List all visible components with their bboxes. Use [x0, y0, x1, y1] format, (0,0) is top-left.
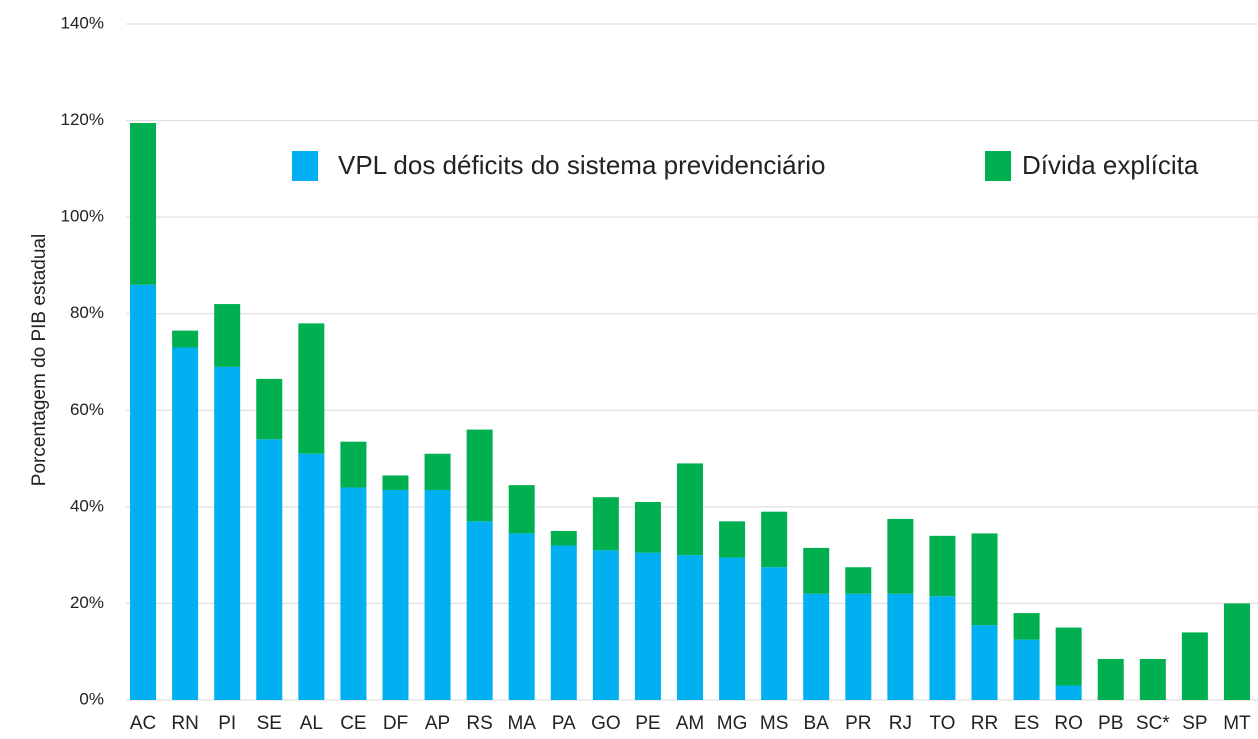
bar-segment: [845, 567, 872, 594]
bar-segment: [719, 557, 746, 700]
y-tick-label: 100%: [61, 207, 104, 226]
y-tick-label: 20%: [70, 593, 104, 612]
bar-segment: [550, 531, 577, 546]
bar-segment: [761, 567, 788, 700]
bar-segment: [887, 518, 914, 594]
y-tick-label: 120%: [61, 110, 104, 129]
x-tick-label: MS: [760, 713, 789, 734]
bar-segment: [634, 502, 661, 553]
bar-segment: [677, 555, 703, 700]
y-tick-label: 40%: [70, 496, 104, 515]
bar-segment: [592, 550, 619, 700]
bar-segment: [677, 463, 703, 556]
bar-segment: [1139, 658, 1166, 700]
bar-segment: [298, 453, 325, 700]
x-tick-label: BA: [804, 713, 830, 734]
x-tick-label: MT: [1223, 713, 1251, 734]
y-tick-label: 80%: [70, 303, 104, 322]
x-tick-label: TO: [929, 713, 955, 734]
bar-segment: [508, 485, 535, 534]
bar-segment: [214, 304, 241, 367]
bar-segment: [424, 453, 451, 490]
bar-segment: [592, 497, 619, 551]
x-tick-label: MG: [717, 713, 748, 734]
bar-segment: [382, 489, 409, 700]
bar-segment: [1013, 613, 1040, 640]
x-tick-label: RO: [1054, 713, 1083, 734]
bar-segment: [634, 552, 661, 700]
bar-segment: [845, 593, 872, 700]
x-tick-label: PA: [552, 713, 576, 734]
x-tick-label: PI: [218, 713, 236, 734]
legend-swatch: [985, 151, 1011, 181]
bar-segment: [130, 284, 157, 700]
x-tick-label: CE: [340, 713, 366, 734]
bar-segment: [929, 596, 956, 700]
bar-segment: [340, 441, 367, 488]
x-tick-label: RR: [971, 713, 998, 734]
x-tick-label: RS: [466, 713, 492, 734]
bar-segment: [466, 521, 493, 700]
bar-segment: [719, 521, 746, 558]
x-tick-label: RJ: [889, 713, 912, 734]
bar-segment: [130, 122, 157, 285]
x-tick-label: DF: [383, 713, 408, 734]
bar-segment: [887, 593, 914, 700]
bar-segment: [929, 535, 956, 597]
bar-segment: [508, 533, 535, 700]
y-axis-label: Porcentagem do PIB estadual: [29, 234, 50, 486]
bar-segment: [971, 625, 998, 700]
x-tick-label: AC: [130, 713, 156, 734]
bar-segment: [466, 429, 493, 522]
x-tick-label: AL: [300, 713, 323, 734]
x-tick-label: RN: [171, 713, 198, 734]
legend-label: VPL dos déficits do sistema previdenciár…: [338, 150, 826, 180]
x-tick-label: GO: [591, 713, 621, 734]
y-tick-label: 140%: [61, 13, 104, 32]
x-tick-label: PB: [1098, 713, 1123, 734]
bar-segment: [803, 547, 830, 594]
x-tick-label: AM: [676, 713, 705, 734]
bar-segment: [214, 366, 241, 700]
bar-segment: [424, 489, 451, 700]
bar-segment: [761, 511, 788, 568]
legend-swatch: [292, 151, 318, 181]
bar-segment: [803, 593, 830, 700]
x-tick-label: MA: [507, 713, 536, 734]
x-tick-label: SP: [1182, 713, 1207, 734]
x-tick-label: PR: [845, 713, 871, 734]
bar-segment: [256, 439, 283, 700]
bar-segment: [550, 545, 577, 700]
legend-label: Dívida explícita: [1022, 150, 1199, 180]
bar-segment: [172, 330, 199, 348]
bar-segment: [1055, 685, 1082, 700]
bar-segment: [256, 378, 283, 440]
x-tick-label: ES: [1014, 713, 1039, 734]
bar-segment: [1223, 603, 1250, 700]
bar-segment: [1013, 639, 1040, 700]
x-tick-label: SC*: [1136, 713, 1170, 734]
bar-segment: [1181, 632, 1208, 700]
bar-segment: [172, 347, 199, 700]
bar-segment: [1055, 627, 1082, 686]
bar-segment: [971, 533, 998, 626]
bar-segment: [1097, 658, 1124, 700]
x-tick-label: SE: [257, 713, 282, 734]
y-tick-label: 0%: [79, 689, 104, 708]
bar-segment: [298, 323, 325, 454]
y-tick-label: 60%: [70, 400, 104, 419]
x-tick-label: AP: [425, 713, 450, 734]
bar-segment: [382, 475, 409, 490]
x-tick-label: PE: [635, 713, 660, 734]
bar-segment: [340, 487, 367, 700]
